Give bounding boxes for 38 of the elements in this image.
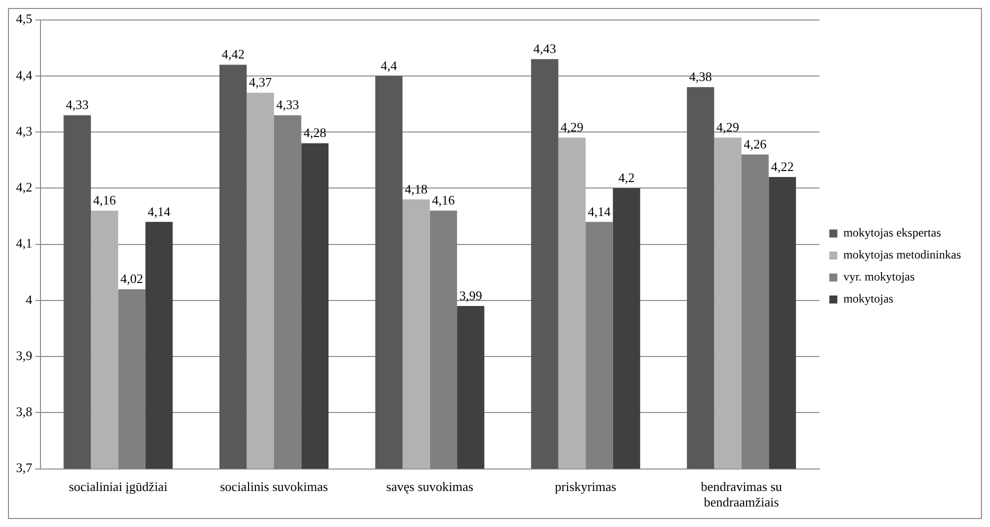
data-label: 4,26 <box>744 136 767 152</box>
y-tick-label: 4,4 <box>16 67 33 82</box>
x-tick-label: bendravimas su bendraamžiais <box>700 479 783 510</box>
y-tick-label: 4,2 <box>16 180 32 195</box>
data-label: 4,38 <box>689 69 712 84</box>
data-label: 4,33 <box>276 97 299 112</box>
data-label: 4,16 <box>93 192 116 208</box>
y-tick-label: 4,5 <box>16 11 32 26</box>
y-tick-label: 3,9 <box>16 348 32 363</box>
data-label: 4,18 <box>404 181 428 196</box>
legend-label: mokytojas metodininkas <box>843 248 962 262</box>
y-tick-label: 4,1 <box>16 236 32 251</box>
y-tick-label: 3,8 <box>16 404 32 420</box>
x-tick-label: socialiniai įgūdžiai <box>68 479 168 494</box>
data-label: 4,33 <box>66 97 89 112</box>
legend-label: mokytojas <box>843 292 894 306</box>
data-label: 4,14 <box>148 204 171 219</box>
data-label: 4,29 <box>716 120 740 135</box>
y-tick-label: 4,3 <box>16 123 32 138</box>
x-tick-label: savęs suvokimas <box>386 479 474 494</box>
data-label: 3,99 <box>459 288 482 303</box>
x-tick-label: priskyrimas <box>554 479 616 494</box>
legend-label: mokytojas ekspertas <box>843 226 942 240</box>
x-tick-label: socialinis suvokimas <box>220 479 328 494</box>
data-label: 4,16 <box>432 192 456 208</box>
data-label: 4,28 <box>304 125 326 140</box>
data-label: 4,29 <box>560 120 584 135</box>
data-label: 4,42 <box>222 46 244 62</box>
data-label: 4,2 <box>618 170 635 186</box>
data-label: 4,02 <box>120 271 144 286</box>
y-tick-label: 4 <box>26 292 33 307</box>
data-label: 4,4 <box>380 58 398 73</box>
data-label: 4,14 <box>588 204 612 219</box>
data-label: 4,43 <box>533 41 556 56</box>
y-tick-label: 3,7 <box>16 460 33 476</box>
data-label: 4,22 <box>770 158 794 174</box>
data-label: 4,37 <box>248 74 272 90</box>
legend-label: vyr. mokytojas <box>843 270 916 284</box>
